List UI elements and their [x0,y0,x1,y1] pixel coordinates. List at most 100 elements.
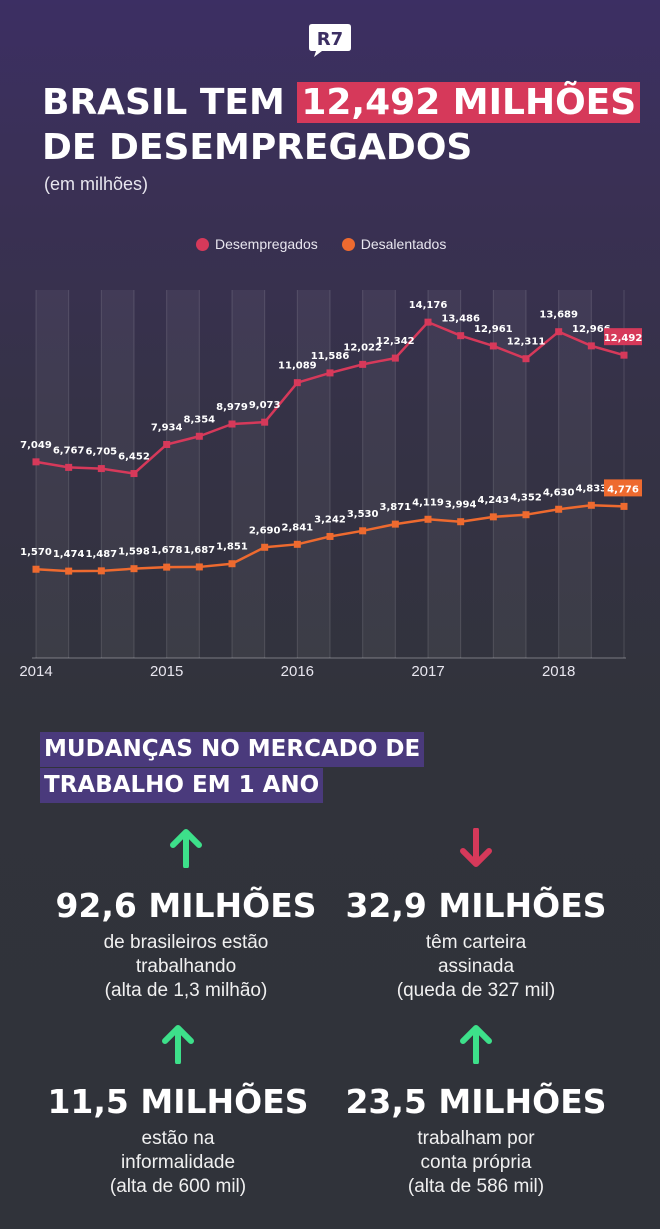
grid-band [36,290,69,658]
data-label: 4,119 [412,497,444,508]
data-label: 3,530 [347,509,379,520]
section-title-line2: TRABALHO EM 1 ANO [40,768,324,803]
stat-employed: 92,6 MILHÕES de brasileiros estão trabal… [36,828,336,1003]
data-label: 4,352 [510,493,542,504]
stat-value: 23,5 MILHÕES [345,1082,607,1121]
legend-item-desalentados: Desalentados [341,236,446,252]
x-tick-label: 2018 [542,663,575,680]
title-highlight: 12,492 MILHÕES [297,82,641,123]
data-point [359,527,367,535]
data-label: 4,630 [543,487,575,498]
data-point [261,543,269,551]
stat-description: trabalham por conta própria (alta de 586… [407,1128,545,1197]
grid-band [232,290,265,658]
r7-logo: R7 [309,24,351,57]
title-prefix: BRASIL TEM [42,82,298,123]
data-point [489,342,497,350]
data-point [391,520,399,528]
x-tick-label: 2017 [411,663,444,680]
legend-dot-desalentados [341,237,355,251]
subtitle: (em milhões) [44,174,149,194]
data-label: 3,871 [380,502,412,513]
data-point [130,470,138,478]
data-point [391,354,399,362]
last-value-badge [604,479,642,497]
data-point [489,513,497,521]
data-label: 4,776 [607,484,639,495]
data-label: 4,243 [478,495,510,506]
stat-description: têm carteira assinada (queda de 327 mil) [396,932,556,1001]
data-label: 1,474 [53,549,85,560]
grid-band [428,290,461,658]
page-title: BRASIL TEM 12,492 MILHÕES DE DESEMPREGAD… [42,80,641,170]
section-title-line1: MUDANÇAS NO MERCADO DE [40,732,425,767]
section-title: MUDANÇAS NO MERCADO DE TRABALHO EM 1 ANO [40,732,425,804]
data-point [195,563,203,571]
data-point [293,540,301,548]
data-label: 7,049 [20,440,52,451]
data-label: 1,487 [86,549,118,560]
stat-formal: 32,9 MILHÕES têm carteira assinada (qued… [326,828,626,1003]
arrow-up-icon [162,1025,194,1064]
grid-band [166,290,200,658]
data-label: 6,767 [53,445,85,456]
legend-label-desempregados: Desempregados [215,236,318,252]
logo-text: R7 [317,29,343,50]
grid-band [297,290,330,658]
data-point [587,501,595,509]
data-point [555,505,563,513]
data-point [163,563,171,571]
data-label: 2,841 [282,522,314,533]
data-point [555,328,563,336]
x-tick-label: 2016 [281,663,314,680]
data-label: 4,833 [576,483,608,494]
data-label: 14,176 [409,300,448,311]
data-label: 2,690 [249,525,281,536]
data-point [195,432,203,440]
data-label: 13,689 [539,310,578,321]
data-label: 11,586 [311,351,350,362]
data-label: 1,851 [216,542,248,553]
data-label: 1,687 [184,545,216,556]
stat-value: 32,9 MILHÕES [345,886,607,925]
stat-description: de brasileiros estão trabalhando (alta d… [103,932,269,1001]
data-point [359,360,367,368]
chart-legend: Desempregados Desalentados [196,236,446,252]
data-point [97,465,105,473]
data-point [32,565,40,573]
data-label: 12,342 [376,336,415,347]
data-label: 12,966 [572,324,611,335]
data-label: 8,979 [216,402,248,413]
data-label: 6,452 [118,452,150,463]
x-tick-label: 2015 [150,663,183,680]
x-tick-label: 2014 [19,663,52,680]
data-label: 12,961 [474,324,513,335]
arrow-up-icon [460,1025,492,1064]
data-point [587,342,595,350]
data-point [261,418,269,426]
stat-description: estão na informalidade (alta de 600 mil) [109,1128,247,1197]
data-point [228,420,236,428]
data-point [522,355,530,363]
data-point [228,560,236,568]
data-point [424,515,432,523]
data-label: 12,492 [604,333,643,344]
data-point [65,567,73,575]
data-point [620,502,628,510]
title-line2: DE DESEMPREGADOS [42,127,473,168]
data-point [32,458,40,466]
data-point [97,567,105,575]
data-point [457,332,465,340]
data-label: 7,934 [151,422,183,433]
last-value-badge [604,328,642,346]
arrow-down-icon [460,828,492,867]
grid-band [101,290,134,658]
data-label: 1,598 [118,547,150,558]
data-label: 13,486 [441,314,480,325]
data-point [326,532,334,540]
data-label: 3,994 [445,500,477,511]
data-point [163,440,171,448]
data-point [620,351,628,359]
data-label: 9,073 [249,400,281,411]
